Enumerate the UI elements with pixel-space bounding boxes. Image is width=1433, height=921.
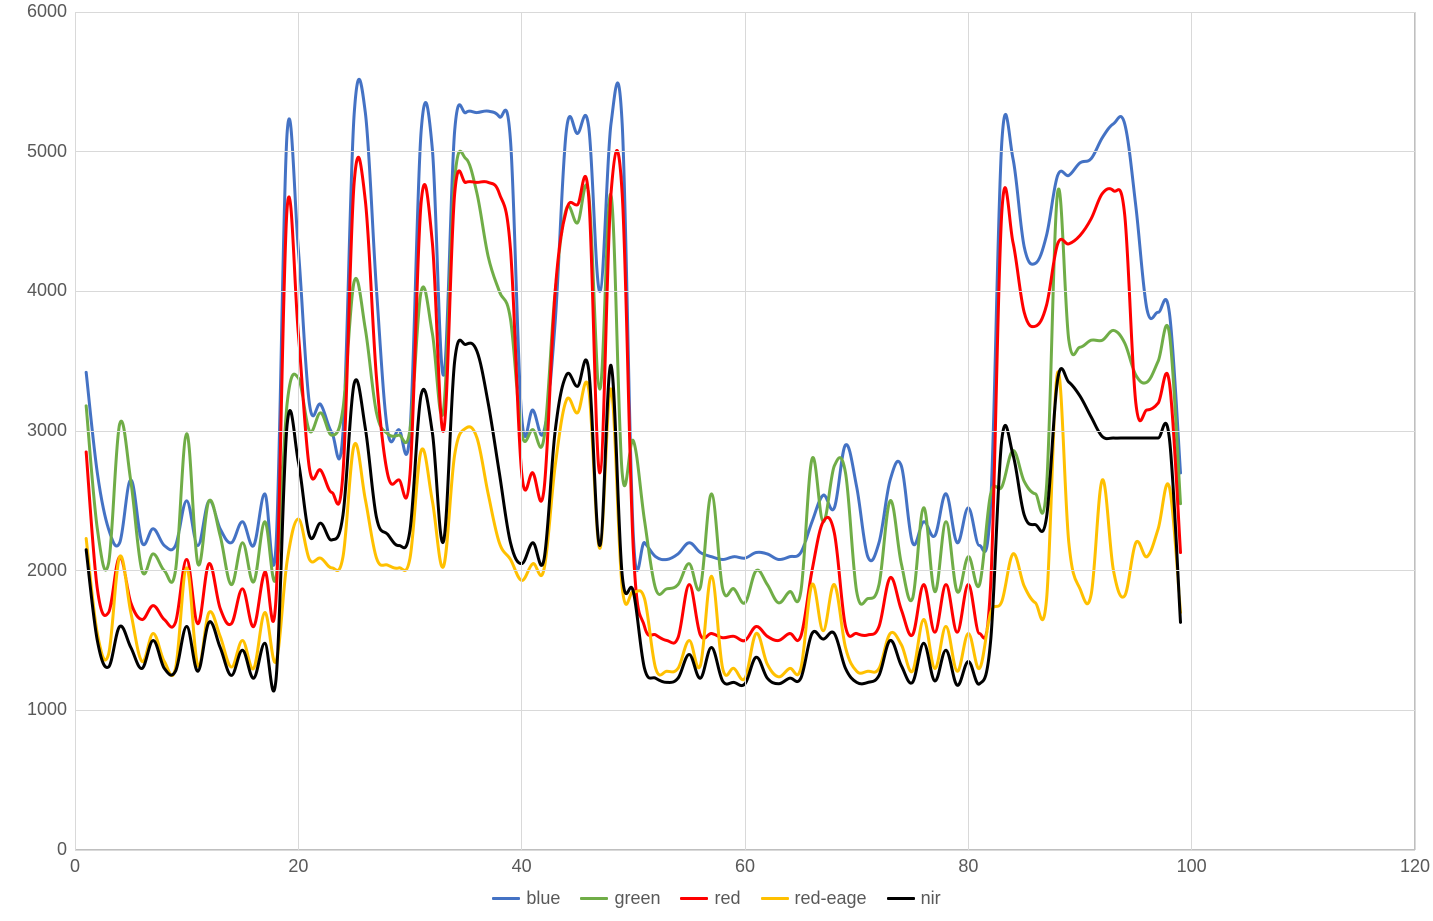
gridline-x <box>968 12 969 850</box>
y-axis-tick-label: 1000 <box>7 699 67 720</box>
legend-label: nir <box>921 888 941 909</box>
line-chart: blue green red red-eage nir 0 1000 2000 3000 400… <box>0 0 1433 921</box>
legend-item-red-eage: red-eage <box>761 888 867 909</box>
legend-label: red-eage <box>795 888 867 909</box>
gridline-x <box>521 12 522 850</box>
x-axis-tick-label: 120 <box>1390 856 1433 877</box>
x-axis-tick-label: 80 <box>943 856 993 877</box>
legend-item-blue: blue <box>492 888 560 909</box>
x-axis-tick-label: 40 <box>497 856 547 877</box>
y-axis-tick-label: 2000 <box>7 560 67 581</box>
x-axis-tick-label: 20 <box>273 856 323 877</box>
x-axis-tick-label: 0 <box>50 856 100 877</box>
gridline-x <box>75 12 76 850</box>
plot-area <box>75 12 1415 850</box>
x-axis-tick-label: 100 <box>1167 856 1217 877</box>
legend-item-green: green <box>580 888 660 909</box>
x-axis-tick-label: 60 <box>720 856 770 877</box>
y-axis-tick-label: 5000 <box>7 141 67 162</box>
gridline-x <box>1191 12 1192 850</box>
legend-item-red: red <box>680 888 740 909</box>
series-line-blue <box>86 79 1180 570</box>
gridline-x <box>745 12 746 850</box>
legend: blue green red red-eage nir <box>0 884 1433 909</box>
gridline-x <box>1415 12 1416 850</box>
legend-swatch-icon <box>492 897 520 900</box>
legend-label: red <box>714 888 740 909</box>
legend-swatch-icon <box>680 897 708 900</box>
legend-item-nir: nir <box>887 888 941 909</box>
y-axis-tick-label: 6000 <box>7 1 67 22</box>
legend-swatch-icon <box>580 897 608 900</box>
gridline-x <box>298 12 299 850</box>
y-axis-tick-label: 4000 <box>7 280 67 301</box>
legend-label: blue <box>526 888 560 909</box>
legend-swatch-icon <box>761 897 789 900</box>
legend-swatch-icon <box>887 897 915 900</box>
legend-label: green <box>614 888 660 909</box>
y-axis-tick-label: 3000 <box>7 420 67 441</box>
